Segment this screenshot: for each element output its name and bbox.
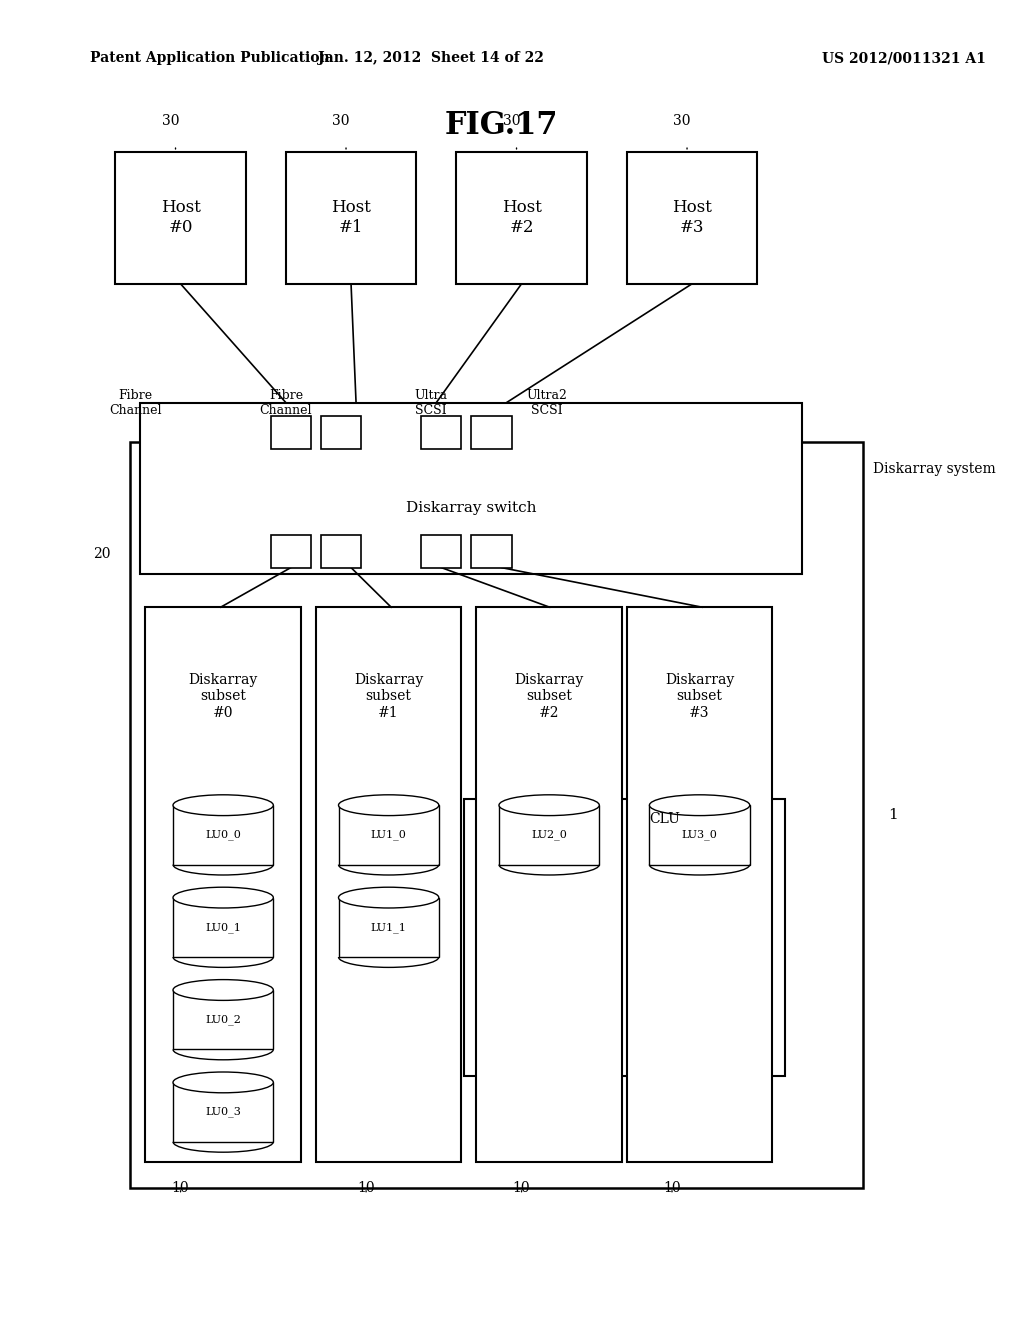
Text: 30: 30 [332, 114, 350, 128]
Text: Ultra2
SCSI: Ultra2 SCSI [526, 388, 567, 417]
Text: 30: 30 [503, 114, 520, 128]
Text: 30: 30 [162, 114, 179, 128]
Text: Diskarray
subset
#3: Diskarray subset #3 [665, 673, 734, 719]
Bar [145, 607, 301, 1162]
Text: 10: 10 [513, 1181, 530, 1196]
Text: FIG.17: FIG.17 [444, 110, 558, 141]
Bar [464, 799, 785, 1076]
Bar [321, 535, 361, 568]
Text: 20: 20 [93, 546, 111, 561]
Text: Diskarray
subset
#0: Diskarray subset #0 [188, 673, 258, 719]
Text: Ultra
SCSI: Ultra SCSI [415, 388, 447, 417]
Bar [339, 805, 439, 865]
Bar [649, 805, 750, 865]
Text: 1: 1 [888, 808, 897, 822]
Text: LU1_1: LU1_1 [371, 921, 407, 933]
Bar [286, 152, 416, 284]
Text: LU2_0: LU2_0 [531, 829, 567, 841]
Bar [476, 607, 622, 1162]
Bar [421, 416, 462, 449]
Bar [339, 898, 439, 957]
Text: 30: 30 [673, 114, 691, 128]
Bar [627, 607, 772, 1162]
Text: Patent Application Publication: Patent Application Publication [90, 51, 330, 65]
Text: 10: 10 [357, 1181, 375, 1196]
Ellipse shape [339, 887, 439, 908]
Text: Jan. 12, 2012  Sheet 14 of 22: Jan. 12, 2012 Sheet 14 of 22 [318, 51, 544, 65]
Text: Fibre
Channel: Fibre Channel [260, 388, 312, 417]
Bar [471, 535, 512, 568]
Text: CLU: CLU [649, 812, 680, 826]
Bar [499, 805, 599, 865]
Bar [627, 152, 757, 284]
Bar [270, 416, 311, 449]
Text: Host
#0: Host #0 [161, 199, 201, 236]
Ellipse shape [499, 795, 599, 816]
Text: 10: 10 [664, 1181, 681, 1196]
Bar [316, 607, 462, 1162]
Text: LU1_0: LU1_0 [371, 829, 407, 841]
Ellipse shape [649, 795, 750, 816]
Text: Diskarray switch: Diskarray switch [407, 502, 537, 515]
Text: LU0_3: LU0_3 [205, 1106, 241, 1118]
Text: LU0_0: LU0_0 [205, 829, 241, 841]
Bar [173, 1082, 273, 1142]
Text: LU0_1: LU0_1 [205, 921, 241, 933]
Text: LU0_2: LU0_2 [205, 1014, 241, 1026]
Bar [173, 990, 273, 1049]
Text: Host
#3: Host #3 [672, 199, 712, 236]
Text: US 2012/0011321 A1: US 2012/0011321 A1 [822, 51, 986, 65]
Ellipse shape [173, 1072, 273, 1093]
Bar [421, 535, 462, 568]
Bar [173, 898, 273, 957]
Text: Fibre
Channel: Fibre Channel [110, 388, 162, 417]
Bar [270, 535, 311, 568]
Bar [457, 152, 587, 284]
Text: Diskarray system: Diskarray system [872, 462, 995, 477]
Ellipse shape [173, 795, 273, 816]
Text: Diskarray
subset
#1: Diskarray subset #1 [354, 673, 423, 719]
Ellipse shape [173, 979, 273, 1001]
Bar [130, 442, 862, 1188]
Ellipse shape [339, 795, 439, 816]
Bar [173, 805, 273, 865]
Text: Diskarray
subset
#2: Diskarray subset #2 [514, 673, 584, 719]
Bar [140, 403, 803, 574]
Text: LU3_0: LU3_0 [682, 829, 718, 841]
Bar [471, 416, 512, 449]
Bar [321, 416, 361, 449]
Text: Host
#2: Host #2 [502, 199, 542, 236]
Bar [116, 152, 246, 284]
Text: 10: 10 [172, 1181, 189, 1196]
Ellipse shape [173, 887, 273, 908]
Text: Host
#1: Host #1 [331, 199, 371, 236]
Text: 110: 110 [200, 1121, 226, 1135]
